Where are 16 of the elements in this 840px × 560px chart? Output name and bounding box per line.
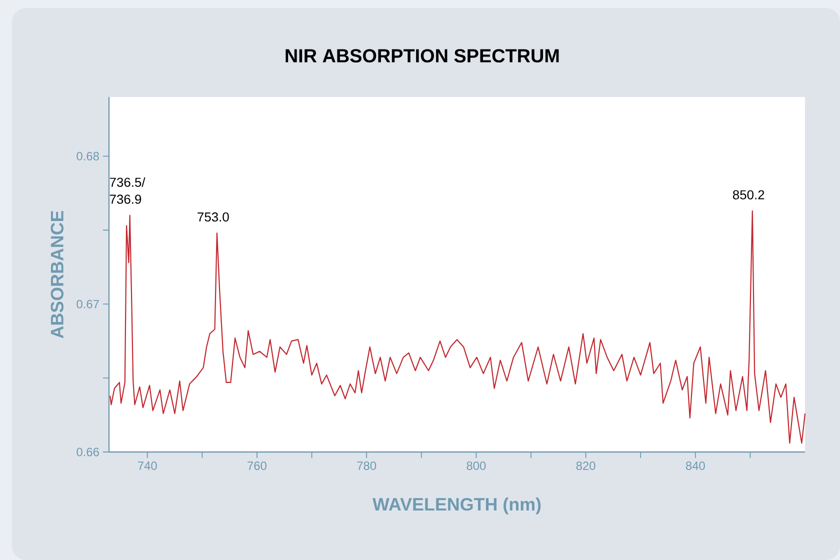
y-tick-label: 0.66 [76,448,99,456]
y-tick-label: 0.67 [76,300,99,308]
annotation: 736.5/ 736.9 [110,177,146,204]
x-tick-label: 800 [466,462,486,470]
x-tick-label: 760 [248,462,266,470]
annotation: 850.2 [732,190,764,200]
line-series [110,210,806,444]
y-tick-label: 0.68 [76,152,99,160]
x-tick-label: 780 [357,462,376,470]
chart-title: NIR ABSORPTION SPECTRUM [286,49,559,62]
x-tick-label: 840 [686,462,705,470]
x-axis-title: WAVELENGTH (nm) [372,498,541,514]
y-axis-title: ABSORBANCE [50,210,64,338]
annotation: 753.0 [198,212,229,222]
x-tick-label: 740 [138,462,157,470]
x-tick-label: 820 [576,462,596,470]
